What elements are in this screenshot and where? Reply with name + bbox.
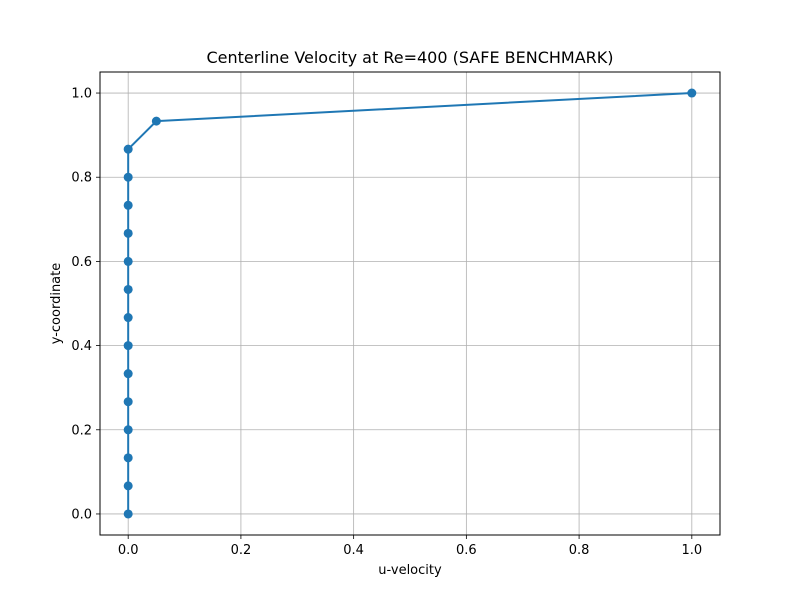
data-point xyxy=(123,481,133,491)
y-tick-label: 0.8 xyxy=(71,171,92,186)
x-tick-label: 0.2 xyxy=(231,543,252,558)
y-tick-label: 0.6 xyxy=(71,255,92,270)
x-axis-title: u-velocity xyxy=(378,563,442,578)
y-tick-label: 0.2 xyxy=(71,423,92,438)
grid xyxy=(100,72,720,535)
y-tick-label: 0.4 xyxy=(71,339,92,354)
axes-frame xyxy=(99,71,721,536)
data-point xyxy=(151,116,161,126)
data-point xyxy=(123,453,133,463)
x-tick-label: 0.8 xyxy=(569,543,590,558)
data-point xyxy=(123,509,133,519)
y-tick-label: 1.0 xyxy=(71,87,92,102)
data-point xyxy=(123,200,133,210)
data-point xyxy=(123,256,133,266)
y-tick-label: 0.0 xyxy=(71,507,92,522)
data-point xyxy=(123,284,133,294)
data-point xyxy=(123,341,133,351)
series-line xyxy=(127,92,692,514)
data-point xyxy=(123,144,133,154)
data-point xyxy=(123,228,133,238)
ticks: 0.0 0.2 0.4 0.6 0.8 1.0 0.0 0.2 0.4 0.6 0.8 1.0 xyxy=(71,87,702,558)
data-point xyxy=(123,397,133,407)
x-tick-label: 1.0 xyxy=(681,543,702,558)
y-axis-title: y-coordinate xyxy=(49,263,64,345)
data-point xyxy=(687,88,697,98)
series-line-group xyxy=(123,88,697,519)
x-tick-label: 0.4 xyxy=(343,543,364,558)
x-tick-label: 0.6 xyxy=(456,543,477,558)
data-point xyxy=(123,313,133,323)
data-point xyxy=(123,369,133,379)
data-point xyxy=(123,172,133,182)
chart-title: Centerline Velocity at Re=400 (SAFE BENC… xyxy=(207,48,614,67)
data-point xyxy=(123,425,133,435)
x-tick-label: 0.0 xyxy=(118,543,139,558)
